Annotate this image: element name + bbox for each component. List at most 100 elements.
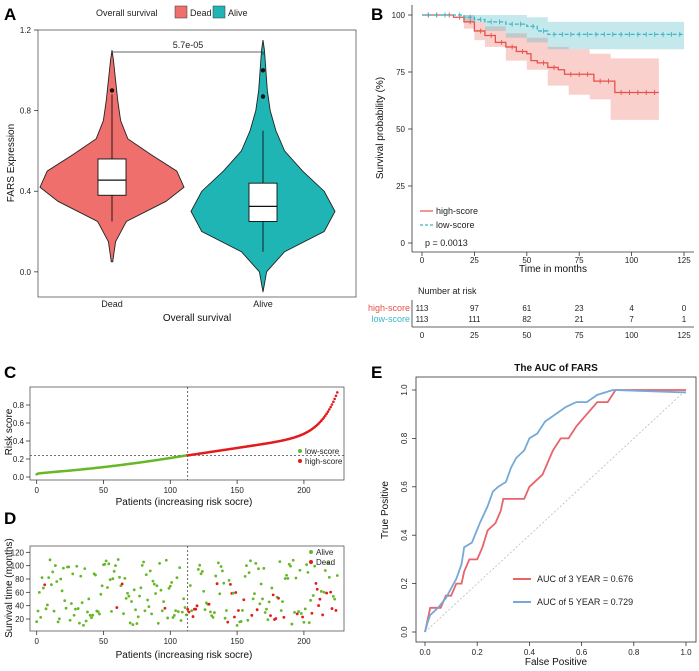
risk-time-tick: 50 (522, 331, 531, 340)
legend-key-dead (174, 5, 188, 19)
time-point (314, 582, 318, 585)
survival-y-tick-label: 75 (396, 68, 405, 77)
roc-x-tick-label: 0.6 (576, 648, 588, 657)
roc-y-tick-label: 0.2 (400, 577, 409, 589)
time-x-tick-label: 100 (164, 637, 178, 646)
time-point (335, 574, 339, 577)
risk-value: 111 (468, 315, 481, 324)
survival-legend-high: high-score (436, 206, 478, 216)
time-point (51, 570, 55, 574)
time-point (143, 609, 147, 613)
boxplot-outlier (109, 88, 115, 93)
roc-x-tick-label: 0.4 (524, 648, 536, 657)
time-point (310, 611, 314, 615)
survival-x-tick-label: 25 (470, 256, 479, 265)
time-point (321, 613, 325, 617)
time-point (194, 607, 198, 611)
time-point (200, 569, 204, 573)
violin-legend-title: Overall survival (96, 8, 158, 18)
time-y-tick-label: 60 (15, 588, 24, 597)
survival-time-plot-area (29, 545, 345, 632)
risk-value: 4 (629, 304, 634, 313)
survival-x-tick-label: 100 (625, 256, 639, 265)
roc-y-label: True Positive (380, 481, 391, 539)
time-point (247, 571, 251, 575)
time-point (75, 564, 79, 568)
survival-x-tick-label: 75 (575, 256, 584, 265)
time-point (306, 570, 310, 574)
time-point (195, 604, 199, 608)
time-point (254, 561, 258, 565)
time-point (168, 584, 172, 588)
time-y-tick-label: 80 (15, 575, 24, 584)
time-point (281, 600, 284, 604)
time-point (160, 609, 164, 613)
boxplot-box (248, 182, 278, 222)
time-point (172, 614, 176, 617)
time-point (40, 576, 44, 579)
survival-curve-low-score (422, 14, 684, 36)
time-point (116, 558, 120, 561)
time-point (166, 616, 170, 620)
violin-y-tick-label: 0.4 (20, 187, 32, 196)
time-point (48, 558, 52, 562)
time-point (86, 610, 89, 614)
time-point (222, 581, 226, 585)
survival-y-tick-label: 50 (396, 125, 405, 134)
time-point (269, 614, 272, 618)
roc-diagonal (424, 389, 687, 633)
time-point (131, 623, 135, 627)
survival-y-tick-label: 100 (392, 11, 406, 20)
time-point (227, 578, 231, 582)
time-point (88, 613, 92, 617)
time-point (158, 561, 162, 565)
time-point (327, 575, 331, 579)
time-point (36, 609, 40, 613)
survival-pvalue: p = 0.0013 (425, 238, 468, 248)
time-point (198, 563, 202, 567)
violin-pvalue: 5.7e-05 (173, 40, 204, 50)
time-point (271, 593, 275, 597)
time-point (182, 597, 186, 601)
time-point (229, 582, 232, 586)
time-point (196, 567, 200, 571)
time-point (164, 558, 168, 562)
survival-legend-low: low-score (436, 220, 475, 230)
roc-curve-5yr (424, 389, 687, 633)
time-point (80, 601, 84, 605)
panel-label-b: B (371, 5, 383, 24)
time-point (179, 619, 183, 622)
time-point (274, 617, 278, 620)
time-point (154, 592, 158, 595)
time-point (215, 582, 219, 586)
roc-y-tick-label: 0.4 (400, 529, 409, 541)
time-point (106, 586, 109, 589)
time-point (191, 615, 195, 618)
time-point (212, 611, 216, 614)
time-point (305, 563, 308, 566)
time-point (279, 609, 283, 612)
roc-x-label: False Positive (525, 657, 588, 668)
roc-chart: The AUC of FARS 0.0 0.0 0.2 0.2 0.4 0.4 0.6 0.6… (380, 363, 697, 668)
risk-point (329, 405, 332, 409)
time-point (183, 606, 187, 609)
risk-time-tick: 125 (677, 331, 691, 340)
risk-time-tick: 0 (420, 331, 425, 340)
risk-legend-high: high-score (305, 457, 343, 466)
violin-legend-alive: Alive (228, 8, 248, 18)
time-point (68, 618, 72, 622)
time-point (262, 566, 266, 570)
time-point (249, 559, 252, 563)
roc-x-tick-label: 0.0 (419, 648, 431, 657)
legend-dot-dead (309, 560, 313, 564)
time-point (255, 608, 259, 612)
time-point (118, 575, 121, 579)
time-point (298, 568, 302, 572)
risk-value: 23 (575, 304, 584, 313)
panel-label-a: A (4, 5, 16, 24)
time-point (112, 569, 116, 573)
time-point (323, 569, 327, 572)
time-point (265, 607, 268, 611)
